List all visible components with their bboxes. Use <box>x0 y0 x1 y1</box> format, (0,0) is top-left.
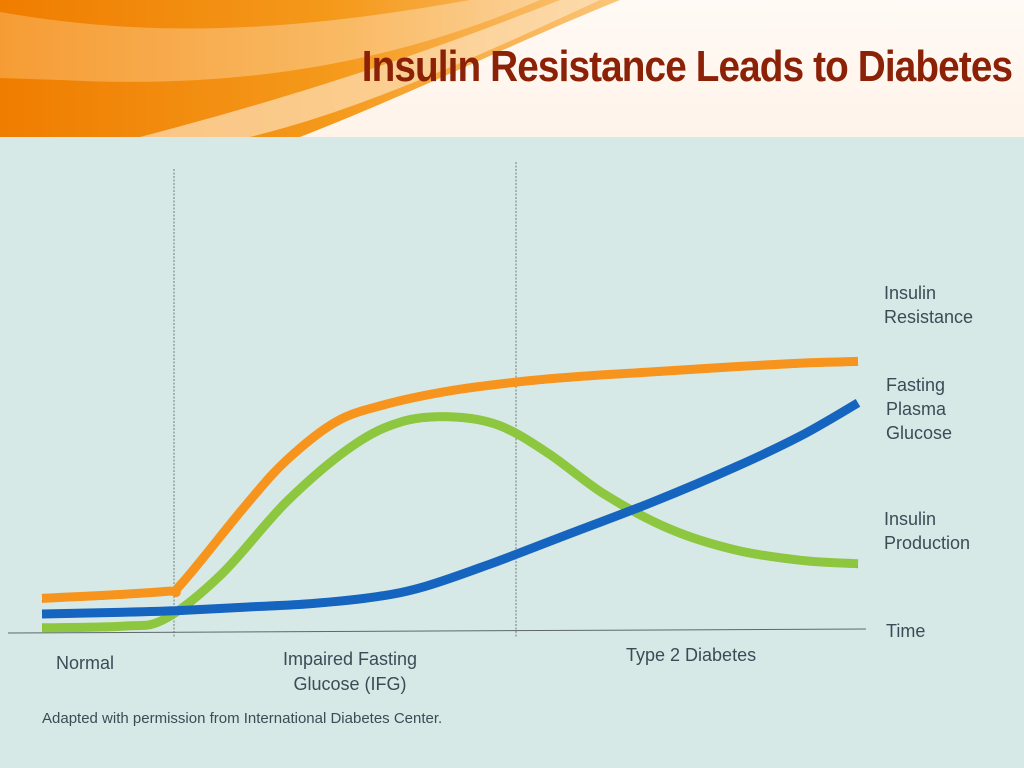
series-fasting-plasma-glucose <box>41 399 861 619</box>
footnote: Adapted with permission from Internation… <box>42 710 442 727</box>
legend-label-fasting-plasma-glucose: Fasting Plasma Glucose <box>886 375 952 443</box>
series-line <box>41 356 859 603</box>
series-shadow-line <box>41 418 859 633</box>
x-axis-label: Time <box>886 621 925 641</box>
legend-label-insulin-production: Insulin Production <box>884 509 970 553</box>
series-line <box>41 412 859 633</box>
stage-label-3: Type 2 Diabetes <box>626 645 756 665</box>
time-axis-line <box>7 628 867 634</box>
chart-labels: Insulin Resistance Fasting Plasma Glucose Ins… <box>42 283 973 727</box>
series-shadow-line <box>41 363 859 603</box>
series-line <box>41 399 861 619</box>
slide-header: Insulin Resistance Leads to Diabetes <box>0 0 1024 137</box>
legend-label-insulin-resistance: Insulin Resistance <box>884 283 973 327</box>
series-insulin-production <box>41 412 859 633</box>
series-insulin-resistance <box>41 356 859 603</box>
series-layer <box>41 356 861 633</box>
series-shadow-line <box>41 404 859 619</box>
stage-label-2: Impaired Fasting Glucose (IFG) <box>283 649 417 694</box>
orange-swoosh-graphic <box>0 0 620 137</box>
stage-label-1: Normal <box>56 653 114 673</box>
x-axis <box>7 628 867 634</box>
chart: Insulin Resistance Fasting Plasma Glucose Ins… <box>7 162 973 727</box>
slide-title: Insulin Resistance Leads to Diabetes <box>361 42 1013 91</box>
chart-panel: Insulin Resistance Fasting Plasma Glucose Ins… <box>0 137 1024 768</box>
